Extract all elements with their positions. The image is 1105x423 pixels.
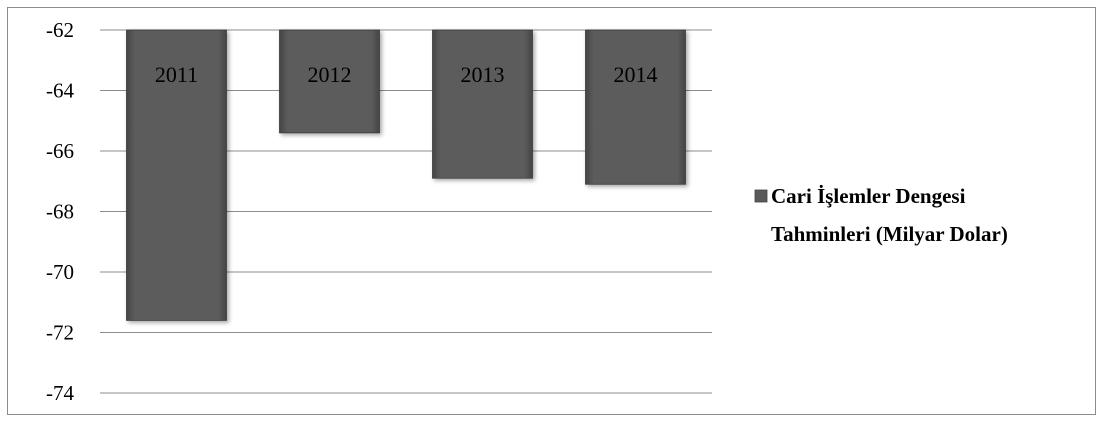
bar-label-2011: 2011 <box>155 62 198 87</box>
legend: Cari İşlemler Dengesi Tahminleri (Milyar… <box>754 184 1008 246</box>
legend-label-line-2: Tahminleri (Milyar Dolar) <box>771 222 1008 246</box>
y-tick-label: -70 <box>46 260 74 284</box>
bar-2012 <box>279 29 380 134</box>
bar-label-2012: 2012 <box>308 62 352 87</box>
bar-2014 <box>585 29 686 185</box>
y-tick-label: -64 <box>46 79 74 103</box>
y-tick-label: -62 <box>46 18 74 42</box>
y-tick-label: -68 <box>46 200 74 224</box>
bar-label-2013: 2013 <box>461 62 505 87</box>
bar-labels: 2011 2012 2013 2014 <box>155 62 658 87</box>
y-tick-label: -74 <box>46 381 74 405</box>
y-tick-label: -66 <box>46 139 74 163</box>
legend-swatch <box>754 189 768 203</box>
legend-label-line-1: Cari İşlemler Dengesi <box>771 184 966 208</box>
bar-label-2014: 2014 <box>614 62 658 87</box>
bars <box>126 29 686 321</box>
bar-2013 <box>432 29 533 179</box>
bar-2011 <box>126 29 227 321</box>
y-tick-label: -72 <box>46 321 74 345</box>
y-axis-ticks: -62 -64 -66 -68 -70 -72 -74 <box>46 18 74 405</box>
